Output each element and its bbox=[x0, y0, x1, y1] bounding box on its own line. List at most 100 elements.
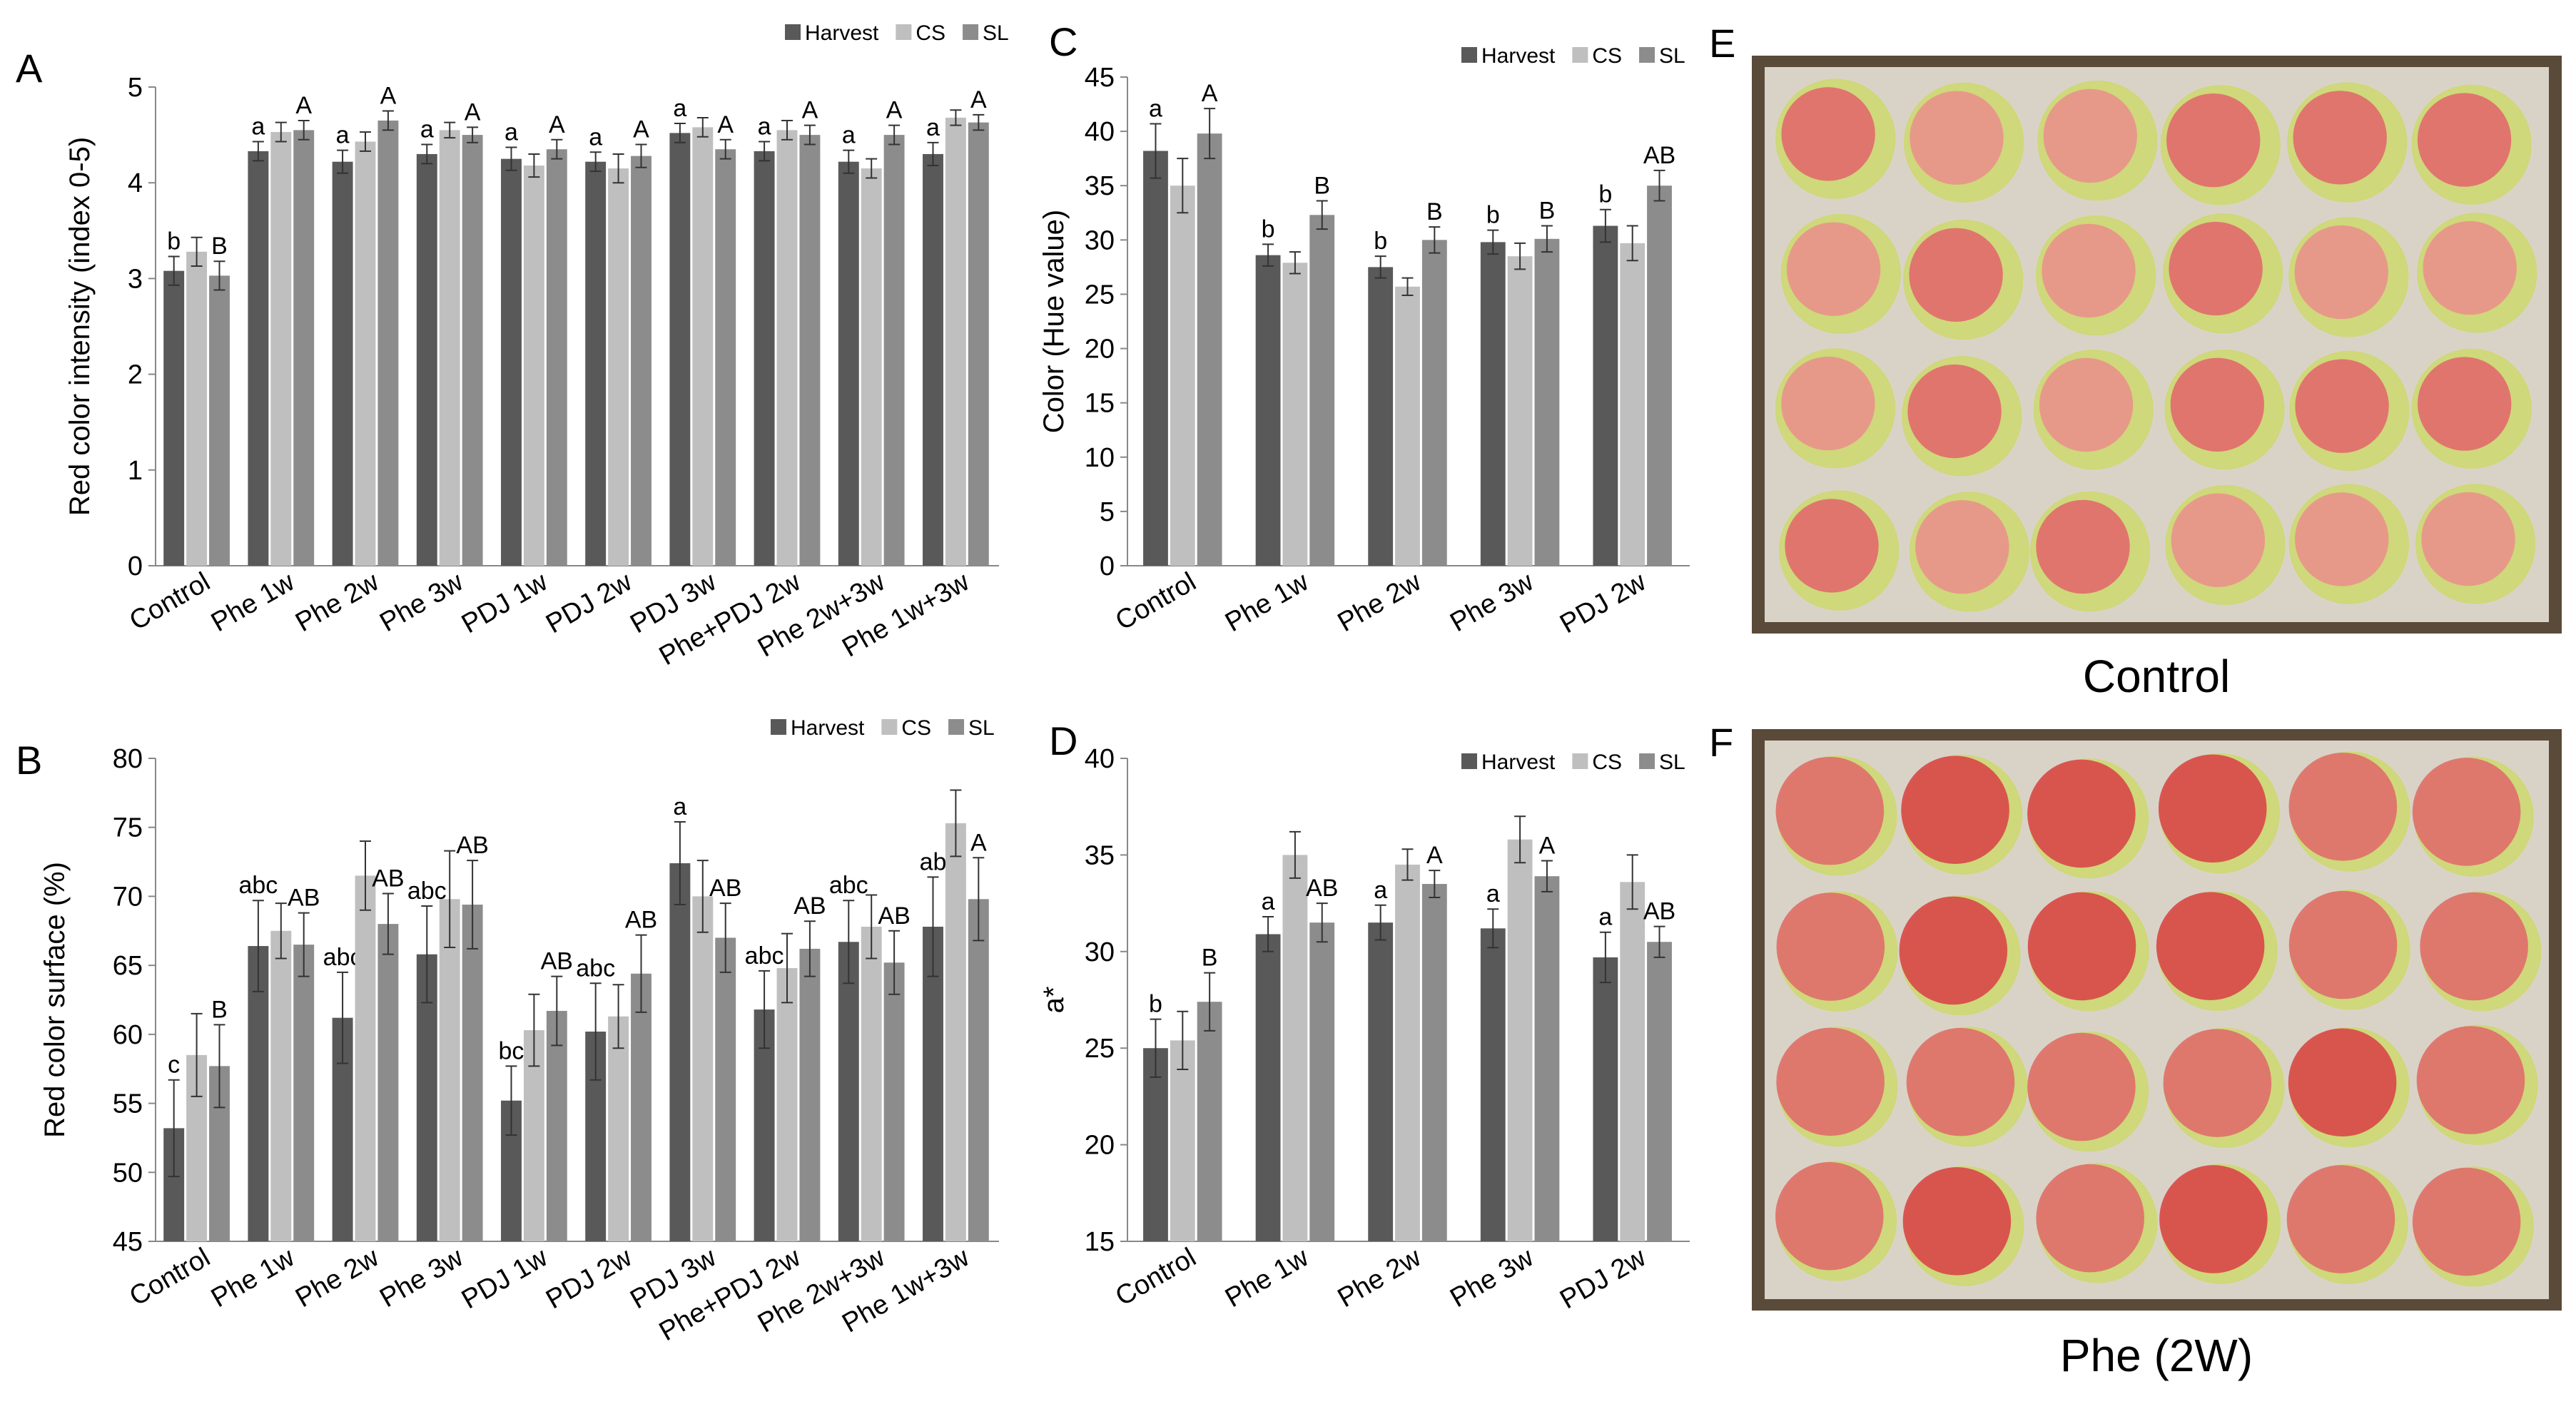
legend-swatch bbox=[1639, 47, 1655, 63]
x-tick-label: Control bbox=[1110, 1242, 1201, 1312]
bar bbox=[799, 948, 821, 1241]
bar bbox=[439, 899, 460, 1241]
significance-letter: abc bbox=[238, 872, 278, 899]
significance-letter: abc bbox=[745, 942, 784, 970]
bar bbox=[1395, 286, 1420, 566]
bar bbox=[1421, 884, 1447, 1241]
y-tick-label: 15 bbox=[1085, 1227, 1115, 1257]
apple-blush bbox=[2286, 1165, 2395, 1273]
bar bbox=[945, 117, 966, 566]
y-tick-label: 75 bbox=[113, 813, 143, 843]
significance-letter: abc bbox=[576, 955, 615, 982]
significance-letter: a bbox=[673, 793, 686, 820]
significance-letter: a bbox=[1262, 888, 1275, 915]
significance-letter: b bbox=[1374, 228, 1387, 255]
bar bbox=[163, 270, 185, 566]
y-tick-label: 65 bbox=[113, 951, 143, 981]
significance-letter: B bbox=[211, 996, 228, 1023]
photo-f bbox=[1752, 729, 2562, 1311]
y-tick-label: 45 bbox=[1085, 63, 1115, 93]
apple-blush bbox=[1781, 356, 1875, 451]
bar bbox=[715, 937, 736, 1241]
significance-letter: a bbox=[1486, 880, 1500, 907]
apple-blush bbox=[1915, 499, 2009, 594]
bar bbox=[1620, 882, 1646, 1241]
y-axis-label: Red color intensity (index 0-5) bbox=[64, 137, 96, 516]
apple-blush bbox=[2420, 892, 2528, 1001]
bar bbox=[861, 926, 882, 1241]
significance-letter: a bbox=[1149, 95, 1162, 122]
bar bbox=[1480, 242, 1506, 566]
significance-letter: A bbox=[970, 86, 987, 113]
significance-letter: A bbox=[886, 97, 903, 124]
y-tick-label: 35 bbox=[1085, 171, 1115, 201]
legend-swatch bbox=[1639, 753, 1655, 769]
bar bbox=[923, 153, 943, 566]
apple-blush bbox=[2027, 759, 2136, 868]
bar bbox=[799, 135, 821, 566]
x-tick-label: Phe 3w bbox=[1445, 1242, 1538, 1313]
significance-letter: AB bbox=[625, 907, 657, 934]
apple-blush bbox=[2163, 1029, 2272, 1137]
x-tick-label: Phe 1w bbox=[1220, 1242, 1314, 1313]
legend-swatch bbox=[785, 24, 801, 40]
bar bbox=[377, 120, 399, 566]
bar bbox=[715, 149, 736, 566]
apple-blush bbox=[2412, 1167, 2521, 1276]
panel-label: C bbox=[1049, 19, 1077, 64]
x-tick-label: Phe 3w bbox=[1445, 566, 1538, 638]
significance-letter: AB bbox=[541, 948, 573, 975]
significance-letter: AB bbox=[1643, 898, 1675, 925]
bar bbox=[1620, 243, 1646, 566]
apple-blush bbox=[2288, 890, 2398, 999]
y-tick-label: 50 bbox=[113, 1158, 143, 1188]
bar bbox=[585, 161, 607, 566]
legend-label: CS bbox=[901, 716, 931, 740]
y-tick-label: 1 bbox=[128, 456, 143, 486]
significance-letter: A bbox=[717, 111, 734, 138]
apple-blush bbox=[1906, 1027, 2015, 1136]
bar bbox=[1197, 1002, 1222, 1241]
bar bbox=[546, 149, 567, 566]
x-tick-label: Phe 2w bbox=[290, 1242, 384, 1313]
bar bbox=[1507, 839, 1533, 1241]
apple-blush bbox=[2412, 758, 2521, 866]
apple-blush bbox=[2043, 88, 2137, 183]
x-tick-label: PDJ 1w bbox=[457, 566, 553, 639]
y-axis-label: Red color surface (%) bbox=[39, 862, 71, 1138]
bar bbox=[838, 161, 859, 566]
apple-blush bbox=[2036, 1164, 2144, 1273]
apple-blush bbox=[2027, 1032, 2136, 1141]
apple-blush bbox=[1781, 87, 1875, 181]
legend-label: Harvest bbox=[1481, 751, 1556, 774]
photo-e bbox=[1752, 56, 2562, 634]
legend-label: CS bbox=[1592, 44, 1622, 68]
panel-label: D bbox=[1049, 718, 1077, 763]
legend-swatch bbox=[963, 24, 979, 40]
bar bbox=[1143, 1048, 1168, 1241]
x-tick-label: Phe 2w bbox=[290, 566, 384, 638]
apple-blush bbox=[1910, 91, 2004, 185]
bar bbox=[332, 161, 353, 566]
legend-swatch bbox=[881, 719, 898, 735]
apple-blush bbox=[2027, 892, 2136, 1001]
significance-letter: a bbox=[504, 119, 518, 146]
x-tick-label: Phe 3w bbox=[375, 566, 468, 638]
apple-blush bbox=[2421, 492, 2515, 586]
significance-letter: AB bbox=[1306, 875, 1338, 902]
bar bbox=[1647, 185, 1672, 566]
apple-blush bbox=[2288, 1028, 2397, 1136]
significance-letter: a bbox=[758, 113, 771, 140]
bar bbox=[1368, 922, 1394, 1241]
y-tick-label: 20 bbox=[1085, 1131, 1115, 1161]
apple-blush bbox=[2159, 1165, 2268, 1273]
bar bbox=[209, 275, 230, 566]
x-tick-label: Phe 1w bbox=[1220, 566, 1314, 638]
y-tick-label: 5 bbox=[128, 73, 143, 103]
apple-blush bbox=[1775, 756, 1885, 865]
y-tick-label: 45 bbox=[113, 1227, 143, 1257]
bar bbox=[883, 135, 905, 566]
chart-a: 0 1 2 3 4 5 Red color intensity (index 0-5) b B C… bbox=[64, 21, 1009, 671]
bar bbox=[355, 875, 376, 1241]
bar bbox=[776, 130, 798, 566]
